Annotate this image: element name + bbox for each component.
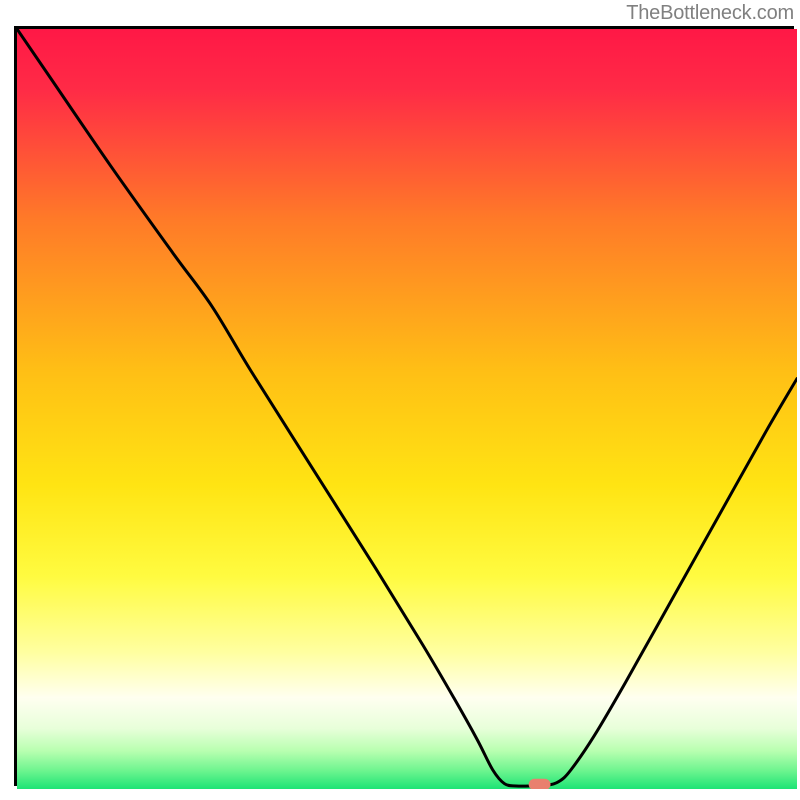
optimal-marker (529, 779, 551, 789)
chart-frame: TheBottleneck.com (0, 0, 800, 800)
plot-area (14, 26, 794, 786)
gradient-background (17, 29, 797, 789)
watermark-text: TheBottleneck.com (626, 2, 794, 25)
plot-svg (17, 29, 797, 789)
